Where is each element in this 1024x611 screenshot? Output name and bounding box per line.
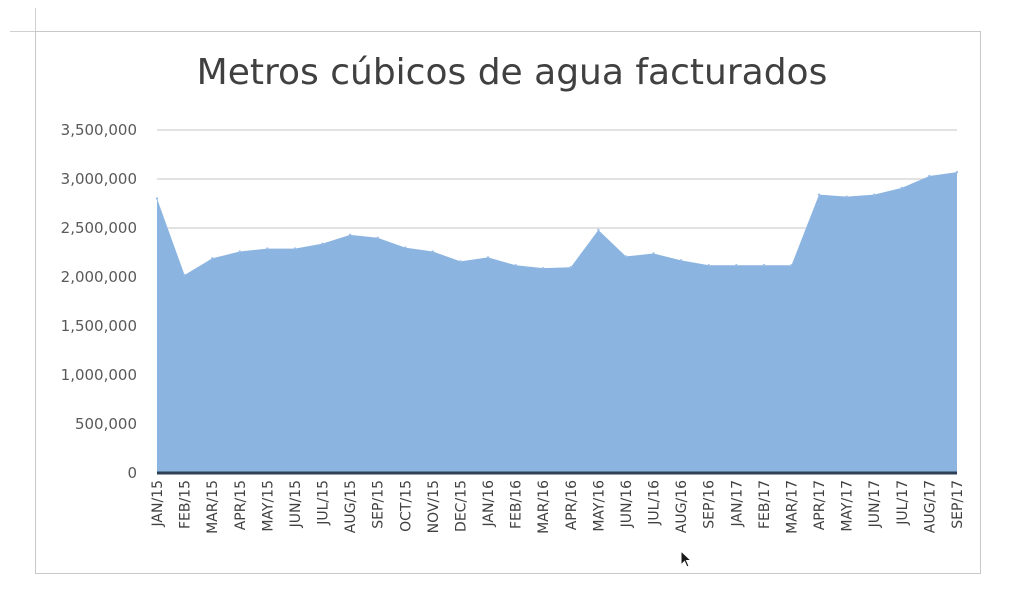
x-tick-label: AUG/17 xyxy=(922,480,938,533)
x-tick-label: MAY/15 xyxy=(260,480,276,532)
x-tick-label: FEB/15 xyxy=(178,480,194,529)
x-tick-label: SEP/15 xyxy=(371,480,387,529)
crop-mark-vertical xyxy=(35,8,36,32)
data-point xyxy=(155,197,159,200)
x-tick-label: JAN/16 xyxy=(481,480,497,528)
x-tick-label: APR/17 xyxy=(812,480,828,530)
x-tick-label: MAY/17 xyxy=(840,480,856,532)
y-tick-label: 500,000 xyxy=(75,415,137,433)
x-tick-label: MAR/16 xyxy=(536,480,552,534)
x-tick-label: NOV/15 xyxy=(426,480,442,533)
crop-mark-horizontal xyxy=(10,31,36,32)
x-tick-label: APR/15 xyxy=(233,480,249,530)
y-tick-label: 2,000,000 xyxy=(61,268,137,286)
data-point xyxy=(459,260,462,263)
data-point xyxy=(266,247,269,250)
data-point xyxy=(569,266,572,269)
x-tick-label: JUN/16 xyxy=(619,480,635,528)
data-point xyxy=(955,170,959,174)
data-point xyxy=(928,174,931,178)
y-tick-label: 3,000,000 xyxy=(61,170,137,188)
x-tick-label: JUL/17 xyxy=(895,480,911,526)
x-tick-label: JUN/17 xyxy=(867,480,883,528)
data-point xyxy=(542,266,545,270)
data-point xyxy=(238,250,241,253)
data-point xyxy=(321,242,324,245)
x-tick-label: FEB/16 xyxy=(509,480,525,529)
mouse-pointer-icon xyxy=(680,550,693,568)
data-point xyxy=(652,252,655,255)
x-tick-label: JUL/15 xyxy=(316,480,332,526)
x-tick-label: JAN/17 xyxy=(729,480,745,527)
y-tick-label: 2,500,000 xyxy=(61,219,137,237)
x-tick-label: JUN/15 xyxy=(288,480,304,528)
x-tick-label: JAN/15 xyxy=(150,480,166,527)
data-point xyxy=(900,186,904,190)
x-tick-label: MAR/17 xyxy=(784,480,800,534)
y-tick-label: 1,000,000 xyxy=(61,366,137,384)
x-tick-label: MAR/15 xyxy=(205,480,221,534)
x-tick-label: SEP/16 xyxy=(702,480,718,529)
data-point xyxy=(431,250,435,253)
data-point xyxy=(679,259,683,262)
data-point xyxy=(845,195,848,198)
data-point xyxy=(817,193,821,196)
data-point xyxy=(790,264,793,267)
data-point xyxy=(597,228,600,232)
data-point xyxy=(707,264,710,267)
x-tick-label: APR/16 xyxy=(564,480,580,530)
data-point xyxy=(624,255,628,258)
x-tick-label: SEP/17 xyxy=(950,480,966,529)
area-series[interactable] xyxy=(157,172,957,473)
y-tick-label: 3,500,000 xyxy=(61,121,137,139)
x-tick-label: DEC/15 xyxy=(453,480,469,532)
data-point xyxy=(183,273,186,277)
x-tick-label: FEB/17 xyxy=(757,480,773,529)
y-tick-label: 0 xyxy=(127,464,137,482)
data-point xyxy=(210,257,214,260)
chart-title[interactable]: Metros cúbicos de agua facturados xyxy=(196,52,828,93)
data-point xyxy=(735,264,738,267)
x-tick-label: MAY/16 xyxy=(591,480,607,532)
data-point xyxy=(348,233,352,237)
x-tick-label: JUL/16 xyxy=(647,480,663,526)
data-point xyxy=(514,264,517,267)
y-tick-label: 1,500,000 xyxy=(61,317,137,335)
x-tick-label: AUG/15 xyxy=(343,480,359,533)
data-point xyxy=(873,193,876,196)
x-tick-label: OCT/15 xyxy=(398,480,414,532)
data-point xyxy=(404,246,407,249)
data-point xyxy=(376,236,379,239)
data-point xyxy=(486,256,490,259)
data-point xyxy=(762,264,766,267)
data-point xyxy=(293,247,297,250)
x-tick-label: AUG/16 xyxy=(674,480,690,533)
